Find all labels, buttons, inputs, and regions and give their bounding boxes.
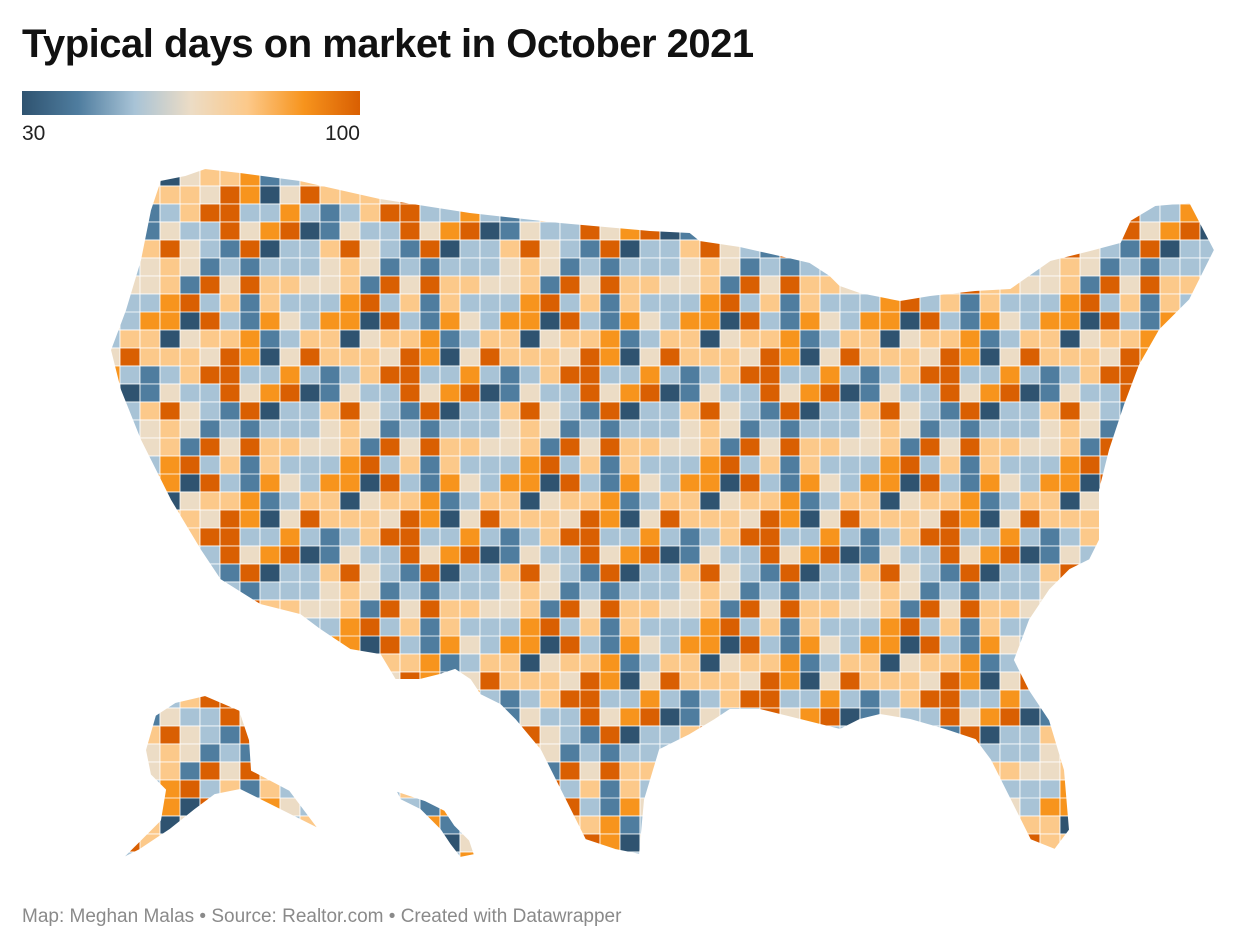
- source-credit: Map: Meghan Malas • Source: Realtor.com …: [22, 906, 622, 927]
- region-lower-48-states[interactable]: [108, 166, 1217, 857]
- legend-gradient-bar: [22, 91, 360, 115]
- map-title: Typical days on market in October 2021: [22, 22, 754, 66]
- color-legend: 30 100: [22, 91, 360, 146]
- legend-max-label: 100: [324, 122, 360, 145]
- region-alaska[interactable]: [119, 693, 321, 861]
- legend-min-label: 30: [22, 122, 46, 145]
- county-choropleth-map[interactable]: [0, 150, 1240, 870]
- region-hawaii[interactable]: [393, 788, 477, 860]
